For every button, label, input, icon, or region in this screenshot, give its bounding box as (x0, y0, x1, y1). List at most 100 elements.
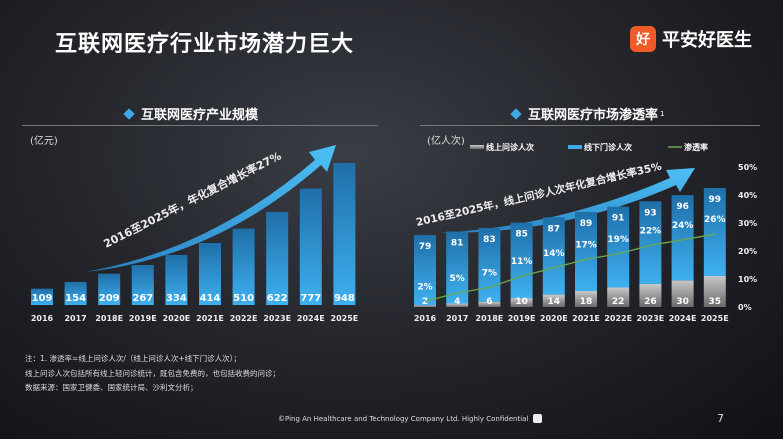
legend-swatch-offline (568, 145, 582, 149)
x-tick-label: 2017 (446, 314, 468, 323)
left-unit: (亿元) (30, 136, 58, 147)
right-heading-text: 互联网医疗市场渗透率 (528, 108, 659, 123)
online-bar (510, 298, 533, 307)
left-chart: 109 2016 154 2017 209 2018E 267 2019E 334 2020E 41… (31, 163, 358, 323)
x-tick-label: 2023E (263, 314, 291, 323)
penetration-label: 2% (417, 282, 432, 292)
x-tick-label: 2021E (572, 314, 600, 323)
right-unit: (亿人次) (427, 136, 465, 147)
legend-label: 线下门诊人次 (584, 142, 632, 152)
offline-bar (703, 188, 726, 276)
penetration-label: 22% (640, 226, 662, 236)
x-tick-label: 2019E (129, 314, 157, 323)
online-value-label: 18 (580, 297, 593, 307)
legend: 线上问诊人次 线下门诊人次 渗透率 (470, 142, 708, 152)
bar (199, 242, 221, 305)
offline-value-label: 81 (451, 239, 464, 249)
online-value-label: 35 (709, 297, 722, 307)
bar (131, 265, 154, 305)
online-value-label: 4 (454, 297, 460, 307)
offline-bar (510, 222, 533, 299)
note-3: 数据来源：国家卫健委、国家统计局、沙利文分析； (25, 383, 198, 392)
y2-tick-label: 40% (738, 191, 757, 200)
offline-bar (607, 206, 630, 288)
offline-bar (446, 231, 469, 304)
online-value-label: 2 (422, 297, 428, 307)
x-tick-label: 2022E (604, 314, 632, 323)
penetration-label: 19% (607, 235, 629, 245)
online-bar (414, 305, 436, 307)
online-value-label: 10 (515, 297, 528, 307)
online-bar (703, 275, 726, 307)
offline-value-label: 96 (676, 202, 689, 212)
x-tick-label: 2020E (540, 314, 568, 323)
x-tick-label: 2018E (95, 314, 123, 323)
left-arrow-label: 2016至2025年，年化复合增长率27% (101, 149, 283, 251)
penetration-label: 14% (543, 249, 565, 259)
online-bar (446, 303, 469, 307)
bar-value-label: 109 (32, 293, 53, 304)
x-tick-label: 2016 (31, 314, 54, 323)
confidential-icon (533, 414, 543, 423)
bar (64, 281, 87, 305)
online-value-label: 6 (486, 297, 492, 307)
offline-value-label: 93 (644, 208, 657, 218)
x-tick-label: 2020E (163, 314, 191, 323)
legend-swatch-online (470, 145, 484, 149)
bar-value-label: 777 (300, 293, 321, 304)
x-tick-label: 2024E (669, 314, 697, 323)
logo-icon-glyph: 好 (636, 32, 650, 48)
offline-bar (542, 217, 565, 295)
bar-value-label: 622 (267, 293, 288, 304)
offline-value-label: 89 (580, 219, 593, 229)
penetration-label: 17% (575, 240, 597, 250)
copyright-text: ©Ping An Healthcare and Technology Compa… (278, 414, 529, 423)
penetration-label: 7% (482, 268, 497, 278)
y2-tick-label: 30% (738, 219, 757, 228)
right-chart: 7922%20168145%20178367%2018E851011%2019E… (414, 163, 757, 323)
bar-value-label: 209 (99, 293, 120, 304)
bar (31, 288, 53, 305)
online-value-label: 30 (676, 297, 689, 307)
offline-value-label: 85 (515, 230, 528, 240)
offline-value-label: 87 (548, 224, 561, 234)
bar (333, 163, 356, 305)
note-1: 注：1. 渗透率=线上问诊人次/（线上问诊人次+线下门诊人次）； (25, 354, 241, 363)
penetration-line (424, 233, 715, 303)
y2-tick-label: 0% (738, 303, 752, 312)
x-tick-label: 2018E (476, 314, 504, 323)
online-value-label: 26 (644, 297, 657, 307)
online-value-label: 14 (548, 297, 561, 307)
offline-bar (639, 201, 662, 284)
footer: ©Ping An Healthcare and Technology Compa… (278, 414, 543, 423)
offline-value-label: 79 (419, 242, 432, 252)
bar (232, 228, 255, 305)
bar-value-label: 510 (233, 293, 254, 304)
bar (299, 188, 322, 305)
offline-value-label: 83 (483, 235, 496, 245)
online-bar (542, 294, 565, 307)
penetration-label: 26% (704, 215, 726, 225)
offline-bar (575, 211, 597, 292)
online-value-label: 22 (612, 297, 625, 307)
page-title: 互联网医疗行业市场潜力巨大 (55, 32, 355, 57)
x-tick-label: 2021E (196, 314, 224, 323)
bar-value-label: 154 (65, 293, 86, 304)
right-panel-heading: 互联网医疗市场渗透率 1 (510, 104, 664, 123)
right-divider (420, 125, 760, 126)
x-tick-label: 2025E (331, 314, 359, 323)
online-bar (478, 301, 501, 307)
x-tick-label: 2019E (508, 314, 536, 323)
bar-value-label: 414 (200, 293, 221, 304)
logo-text: 平安好医生 (662, 30, 752, 51)
left-divider (22, 125, 378, 126)
online-bar (671, 280, 694, 307)
offline-value-label: 99 (709, 195, 722, 205)
offline-value-label: 91 (612, 214, 625, 224)
legend-label: 渗透率 (684, 142, 708, 152)
growth-arrow-right (440, 168, 695, 234)
note-2: 线上问诊人次包括所有线上轻问诊统计，既包含免费的，也包括收费的问诊； (25, 368, 280, 378)
x-tick-label: 2025E (701, 314, 729, 323)
legend-label: 线上问诊人次 (486, 142, 534, 152)
